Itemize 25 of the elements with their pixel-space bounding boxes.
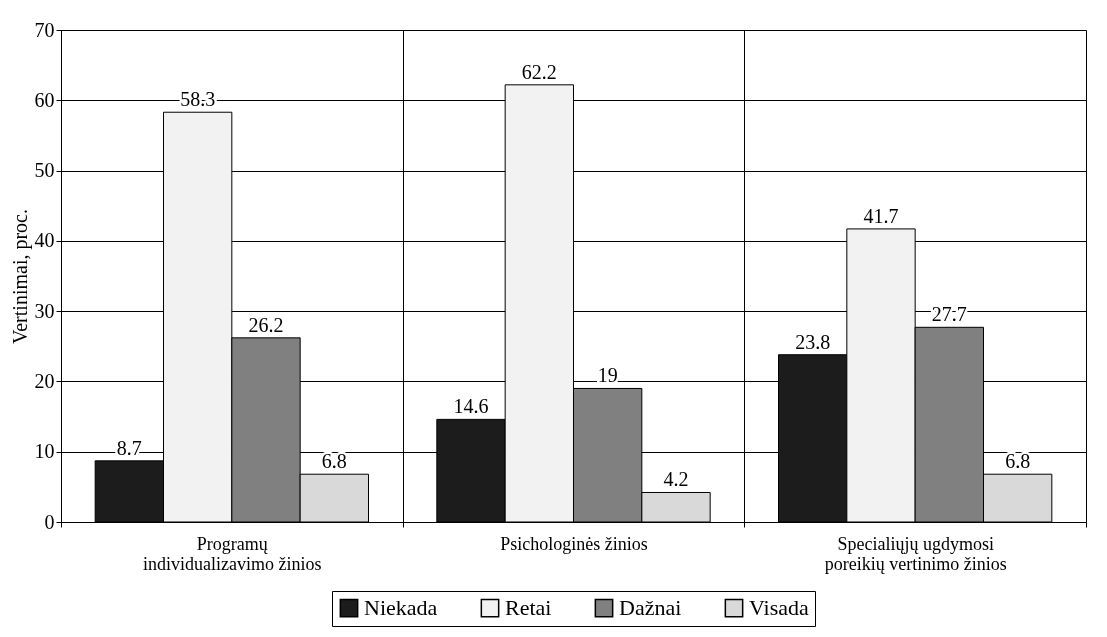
- x-tick-label: Psichologinės žinios: [500, 533, 648, 554]
- y-axis-title: Vertinimai, proc.: [8, 209, 32, 344]
- data-label: 19: [597, 364, 618, 387]
- data-label: 6.8: [321, 450, 347, 473]
- data-label: 23.8: [795, 330, 831, 353]
- y-tick-label: 50: [34, 159, 55, 182]
- y-tick-label: 60: [34, 88, 55, 111]
- data-label: 6.8: [1005, 450, 1031, 473]
- y-tick-label: 20: [34, 369, 55, 392]
- legend-label: Visada: [749, 595, 809, 621]
- y-tick-label: 10: [34, 440, 55, 463]
- x-tick-label: Programų individualizavimo žinios: [143, 533, 322, 574]
- data-label: 62.2: [521, 60, 557, 83]
- data-label: 14.6: [453, 395, 489, 418]
- data-label: 26.2: [248, 313, 284, 336]
- legend-label: Retai: [505, 595, 552, 621]
- y-tick-label: 0: [44, 510, 55, 533]
- legend-label: Dažnai: [619, 595, 682, 621]
- data-label: 41.7: [863, 204, 899, 227]
- y-tick-label: 70: [34, 18, 55, 41]
- x-tick-label: Specialiųjų ugdymosi poreikių vertinimo žinios: [824, 533, 1007, 574]
- data-label: 4.2: [663, 468, 689, 491]
- y-tick-label: 30: [34, 299, 55, 322]
- legend-label: Niekada: [364, 595, 438, 621]
- y-tick-label: 40: [34, 229, 55, 252]
